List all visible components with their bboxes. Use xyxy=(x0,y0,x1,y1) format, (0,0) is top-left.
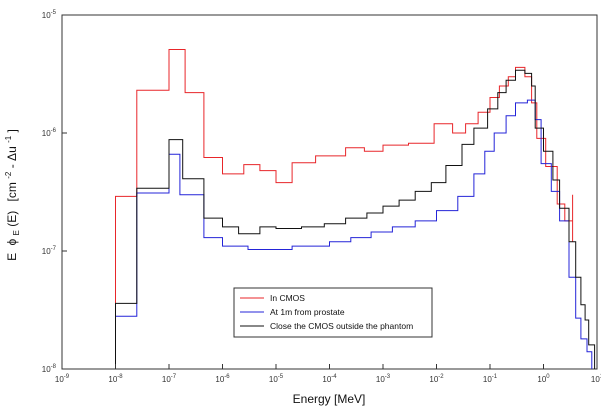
x-axis-title: Energy [MeV] xyxy=(293,392,366,406)
y-axis-title-unit-close: ] xyxy=(5,129,19,132)
x-tick-label: 10-5 xyxy=(269,374,284,384)
y-tick-label: 10-7 xyxy=(42,246,57,256)
series-layer xyxy=(115,49,596,369)
y-axis-title-exp2: -1 xyxy=(4,135,13,143)
y-axis-title-phi: ϕ xyxy=(5,239,19,246)
y-axis-ticks: 10-8 10-7 10-6 10-5 xyxy=(42,10,67,374)
x-tick-label: 10-7 xyxy=(162,374,177,384)
y-tick-label: 10-5 xyxy=(42,10,57,20)
y-axis-title-sub: E xyxy=(12,230,21,235)
series-in-cmos-line xyxy=(115,49,574,369)
legend-label-close-cmos: Close the CMOS outside the phantom xyxy=(270,321,413,331)
y-tick-label: 10-6 xyxy=(42,128,57,138)
x-tick-label: 10-4 xyxy=(322,374,337,384)
x-tick-label: 10-9 xyxy=(55,374,70,384)
x-tick-label: 10-1 xyxy=(483,374,498,384)
series-at-1m-line xyxy=(115,99,593,369)
x-tick-label: 100 xyxy=(537,374,550,384)
y-axis-title: E ϕ E (E) [cm -2 - Δu -1 ] xyxy=(0,129,22,261)
x-tick-label: 10-3 xyxy=(376,374,391,384)
x-tick-label: 10-2 xyxy=(429,374,444,384)
legend-label-at-1m: At 1m from prostate xyxy=(270,307,345,317)
x-tick-label: 10-8 xyxy=(108,374,123,384)
y-axis-title-exp1: -2 xyxy=(4,171,13,179)
y-tick-label: 10-8 xyxy=(42,364,57,374)
legend-label-in-cmos: In CMOS xyxy=(270,293,305,303)
y-axis-title-arg: (E) xyxy=(5,211,19,227)
x-axis-ticks: 10-9 10-8 10-7 10-6 10-5 10-4 10-3 10-2 10-1 100 1… xyxy=(55,364,601,384)
x-tick-label: 101 xyxy=(591,374,601,384)
legend: In CMOS At 1m from prostate Close the CM… xyxy=(233,287,433,338)
series-close-cmos-line xyxy=(115,69,596,369)
y-axis-title-unit-open: [cm xyxy=(5,182,19,201)
x-tick-label: 10-6 xyxy=(215,374,230,384)
y-axis-title-e: E xyxy=(5,253,19,261)
y-axis-title-mid: - Δu xyxy=(5,146,19,168)
legend-box xyxy=(233,287,433,338)
